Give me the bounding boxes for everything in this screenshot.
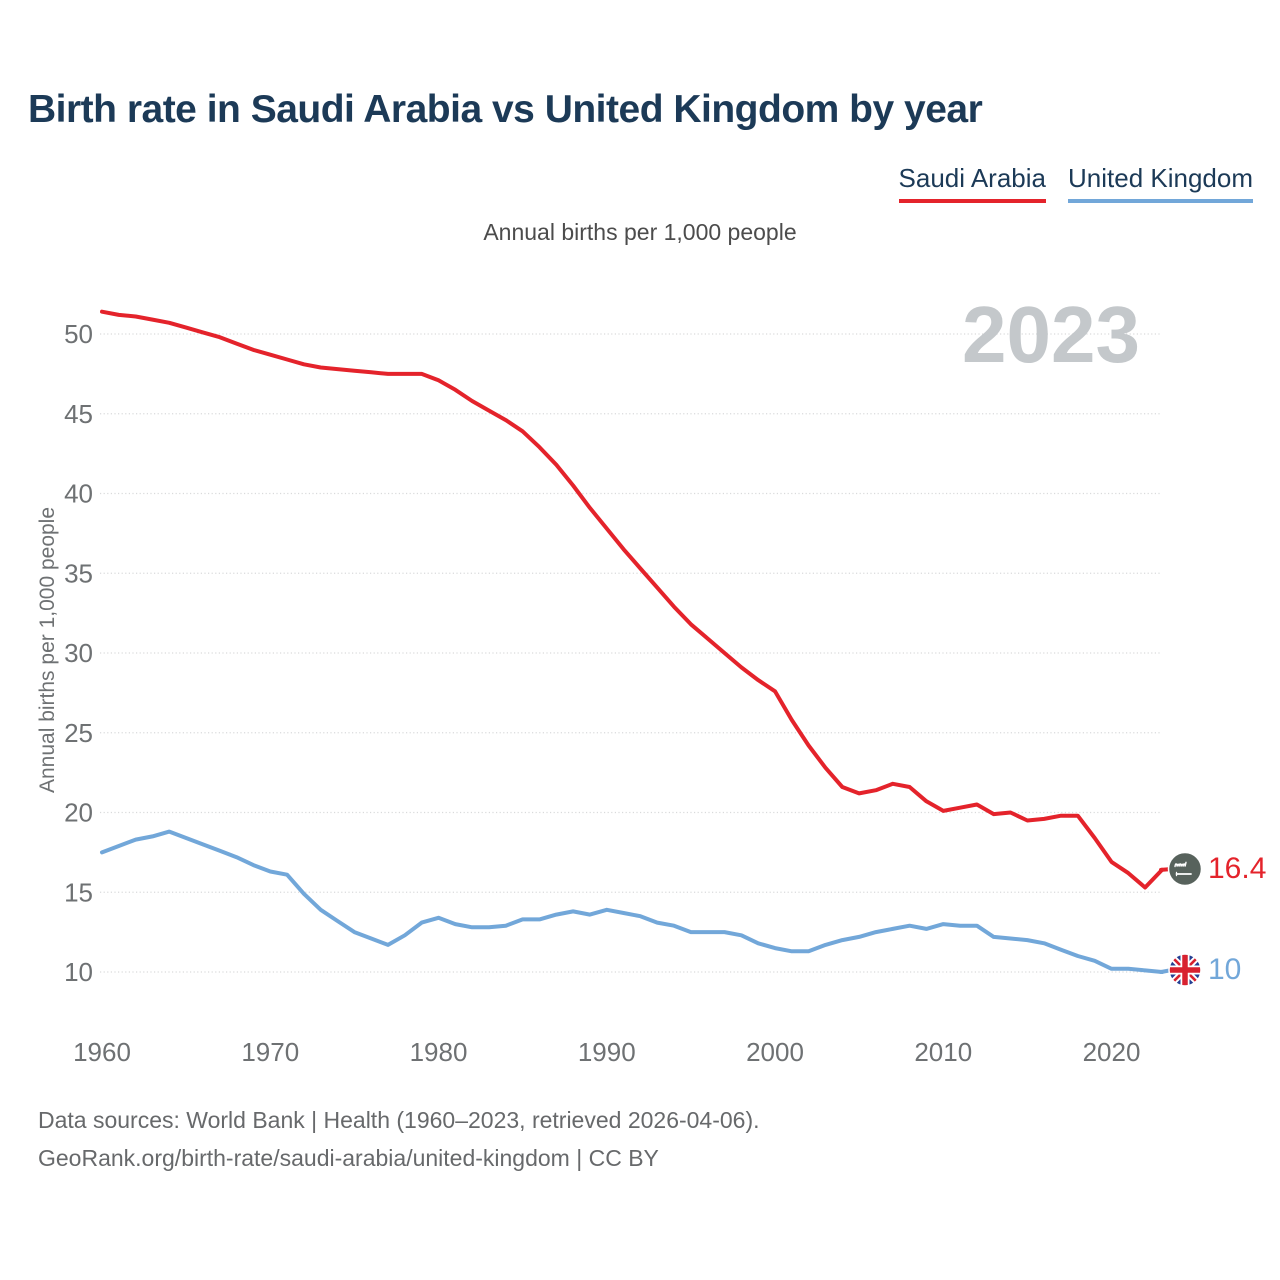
x-axis-tick-label: 1960 bbox=[73, 1037, 131, 1067]
x-axis-tick-label: 2010 bbox=[914, 1037, 972, 1067]
data-sources-text: Data sources: World Bank | Health (1960–… bbox=[38, 1107, 760, 1133]
chart-subtitle: Annual births per 1,000 people bbox=[483, 219, 797, 245]
legend-item-saudi-arabia[interactable]: Saudi Arabia bbox=[898, 163, 1046, 203]
y-axis-tick-label: 30 bbox=[64, 638, 93, 668]
united-kingdom-line[interactable] bbox=[100, 829, 1164, 974]
georank-link[interactable]: GeoRank.org/birth-rate/saudi-arabia/unit… bbox=[38, 1145, 659, 1171]
y-axis-tick-label: 10 bbox=[64, 957, 93, 987]
y-axis-tick-label: 35 bbox=[64, 558, 93, 588]
saudi-arabia-line[interactable] bbox=[100, 309, 1164, 890]
y-axis-tick-label: 40 bbox=[64, 479, 93, 509]
x-axis-tick-label: 1990 bbox=[578, 1037, 636, 1067]
watermark-year: 2023 bbox=[962, 290, 1140, 379]
uk-flag-icon bbox=[1168, 953, 1202, 987]
y-axis-tick-label: 25 bbox=[64, 718, 93, 748]
x-axis-tick-label: 1980 bbox=[410, 1037, 468, 1067]
page-title: Birth rate in Saudi Arabia vs United Kin… bbox=[28, 88, 983, 131]
x-axis-tick-label: 2000 bbox=[746, 1037, 804, 1067]
x-axis-tick-label: 2020 bbox=[1083, 1037, 1141, 1067]
legend: Saudi Arabia United Kingdom bbox=[898, 163, 1253, 203]
y-axis-tick-label: 15 bbox=[64, 877, 93, 907]
x-axis-tick-label: 1970 bbox=[241, 1037, 299, 1067]
y-axis-tick-label: 45 bbox=[64, 399, 93, 429]
y-axis-tick-label: 20 bbox=[64, 798, 93, 828]
legend-item-united-kingdom[interactable]: United Kingdom bbox=[1068, 163, 1253, 203]
y-axis-tick-label: 50 bbox=[64, 319, 93, 349]
united-kingdom-end-value: 10 bbox=[1208, 953, 1242, 986]
saudi-arabia-flag-icon bbox=[1167, 851, 1203, 887]
saudi-arabia-end-value: 16.4 bbox=[1208, 852, 1267, 885]
